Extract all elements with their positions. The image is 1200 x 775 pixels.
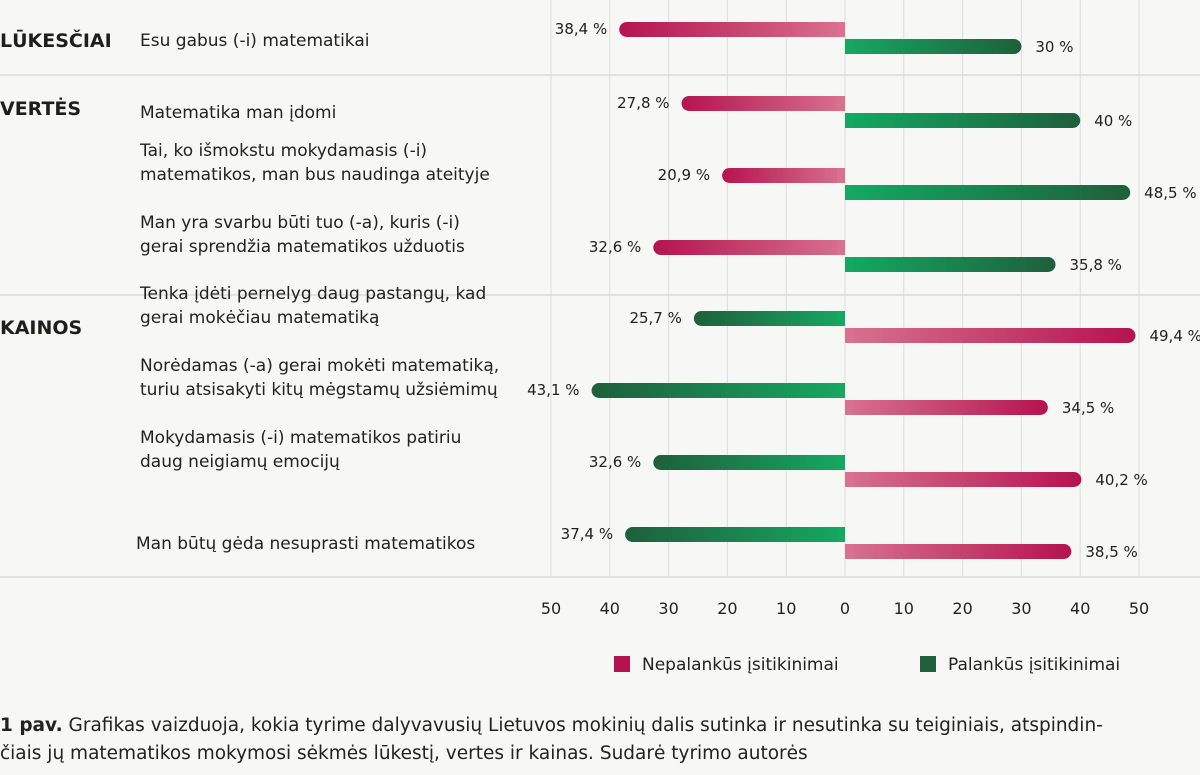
- statement-label: gerai mokėčiau matematiką: [140, 308, 379, 328]
- statement-label: Tenka įdėti pernelyg daug pastangų, kad: [139, 284, 486, 304]
- group-title: KAINOS: [0, 317, 82, 339]
- data-label-right: 48,5 %: [1144, 184, 1196, 202]
- caption-text-1: Grafikas vaizduoja, kokia tyrime dalyvav…: [68, 715, 1103, 736]
- bar-left-end: [837, 311, 845, 326]
- statement-label: Norėdamas (-a) gerai mokėti matematiką,: [140, 356, 499, 376]
- x-tick-label: 50: [541, 599, 561, 618]
- diverging-bar-chart: LŪKESČIAI Esu gabus (-i) matematikai VERTĖ…: [0, 0, 1200, 675]
- bar-right-start: [845, 328, 853, 343]
- x-tick-label: 10: [894, 599, 914, 618]
- data-label-left: 32,6 %: [589, 238, 641, 256]
- bar-left: [653, 240, 845, 255]
- caption-line-1: 1 pav. Grafikas vaizduoja, kokia tyrime …: [0, 712, 1196, 740]
- data-label-right: 30 %: [1035, 38, 1073, 56]
- bar-left-end: [837, 168, 845, 183]
- group-title: LŪKESČIAI: [0, 28, 112, 52]
- statement-label: Tai, ko išmokstu mokydamasis (-i): [139, 141, 427, 161]
- bar-right-start: [845, 185, 853, 200]
- group-title: VERTĖS: [0, 96, 81, 120]
- bar-right: [845, 185, 1131, 200]
- x-tick-label: 30: [658, 599, 678, 618]
- x-tick-label: 40: [1070, 599, 1090, 618]
- bar-left: [722, 168, 845, 183]
- bar-right: [845, 328, 1136, 343]
- x-tick-label: 0: [840, 599, 850, 618]
- caption-line-2: čiais jų matematikos mokymosi sėkmės lūk…: [0, 743, 808, 764]
- bar-left: [591, 383, 845, 398]
- data-label-left: 37,4 %: [561, 525, 613, 543]
- x-tick-label: 40: [600, 599, 620, 618]
- statement-label: daug neigiamų emocijų: [140, 452, 340, 472]
- data-label-right: 49,4 %: [1149, 327, 1200, 345]
- bar-left: [625, 527, 845, 542]
- x-tick-label: 20: [717, 599, 737, 618]
- data-label-right: 35,8 %: [1070, 256, 1122, 274]
- bar-right: [845, 472, 1082, 487]
- data-label-right: 40 %: [1094, 112, 1132, 130]
- bar-right: [845, 113, 1081, 128]
- legend-swatch: [920, 656, 936, 672]
- bar-right: [845, 257, 1056, 272]
- statement-label: Man yra svarbu būti tuo (-a), kuris (-i): [140, 213, 460, 233]
- bar-left: [681, 96, 845, 111]
- bar-right: [845, 39, 1022, 54]
- statement-label: matematikos, man bus naudinga ateityje: [140, 165, 490, 185]
- figure-caption: 1 pav. Grafikas vaizduoja, kokia tyrime …: [0, 712, 1196, 768]
- bar-left-end: [837, 527, 845, 542]
- statement-label: Esu gabus (-i) matematikai: [140, 31, 370, 51]
- statement-label: gerai sprendžia matematikos užduotis: [140, 237, 465, 257]
- bar-right-start: [845, 472, 853, 487]
- data-label-left: 38,4 %: [555, 20, 607, 38]
- legend-swatch: [614, 656, 630, 672]
- bar-left-end: [837, 96, 845, 111]
- legend-label: Palankūs įsitikinimai: [948, 655, 1120, 675]
- data-label-left: 25,7 %: [629, 309, 681, 327]
- x-tick-label: 50: [1129, 599, 1149, 618]
- data-label-right: 40,2 %: [1095, 471, 1147, 489]
- statement-label: Matematika man įdomi: [140, 103, 336, 123]
- legend-label: Nepalankūs įsitikinimai: [642, 655, 839, 675]
- data-label-right: 38,5 %: [1085, 543, 1137, 561]
- data-label-left: 43,1 %: [527, 381, 579, 399]
- caption-prefix: 1 pav.: [0, 715, 63, 736]
- data-label-right: 34,5 %: [1062, 399, 1114, 417]
- bar-right-start: [845, 113, 853, 128]
- x-tick-label: 10: [776, 599, 796, 618]
- bar-right-start: [845, 400, 853, 415]
- data-label-left: 20,9 %: [658, 166, 710, 184]
- data-label-left: 27,8 %: [617, 94, 669, 112]
- bar-right-start: [845, 544, 853, 559]
- statement-label: Man būtų gėda nesuprasti matematikos: [136, 534, 475, 554]
- bar-left-end: [837, 22, 845, 37]
- bar-right-start: [845, 257, 853, 272]
- statement-label: Mokydamasis (-i) matematikos patiriu: [140, 428, 461, 448]
- bar-left: [619, 22, 845, 37]
- bar-right: [845, 400, 1048, 415]
- bar-right: [845, 544, 1072, 559]
- bar-left: [653, 455, 845, 470]
- bar-left-end: [837, 240, 845, 255]
- bar-left: [693, 311, 845, 326]
- bar-left-end: [837, 383, 845, 398]
- bar-right-start: [845, 39, 853, 54]
- statement-label: turiu atsisakyti kitų mėgstamų užsiėmimų: [140, 380, 498, 400]
- x-tick-label: 20: [952, 599, 972, 618]
- data-label-left: 32,6 %: [589, 453, 641, 471]
- bar-left-end: [837, 455, 845, 470]
- x-tick-label: 30: [1011, 599, 1031, 618]
